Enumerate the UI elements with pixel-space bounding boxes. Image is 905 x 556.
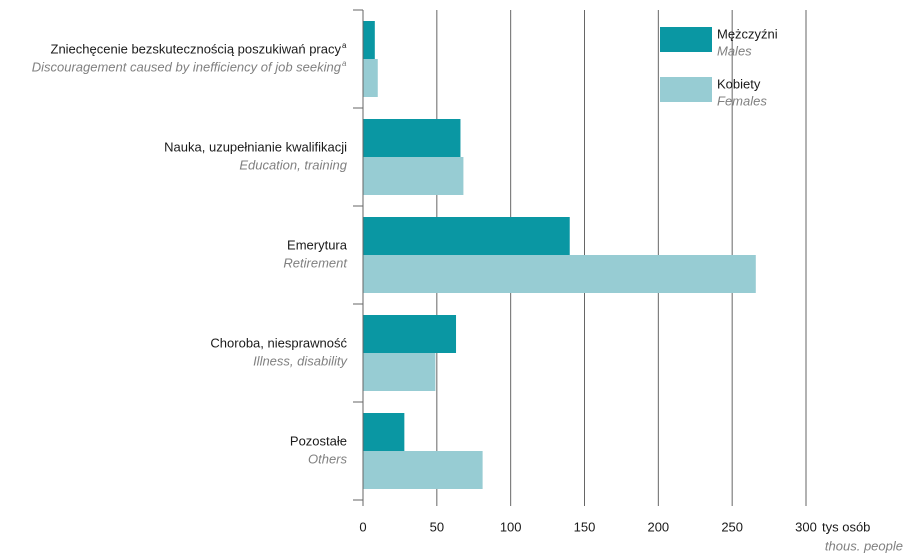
category-label-en: Education, training <box>239 157 347 172</box>
category-label-en: Discouragement caused by inefficiency of… <box>32 59 342 74</box>
bar <box>363 119 461 157</box>
x-tick-label: 150 <box>574 519 596 534</box>
legend-label: Kobiety <box>717 76 761 91</box>
category-label: Choroba, niesprawność <box>210 335 347 350</box>
bar <box>363 59 378 97</box>
bar <box>363 353 436 391</box>
bar <box>363 21 375 59</box>
x-tick-label: 250 <box>721 519 743 534</box>
legend-label-en: Females <box>717 93 767 108</box>
legend-label-en: Males <box>717 43 752 58</box>
x-tick-label: 200 <box>647 519 669 534</box>
category-label: Emerytura <box>287 237 348 252</box>
category-label: Nauka, uzupełnianie kwalifikacji <box>164 139 347 154</box>
x-tick-label: 0 <box>359 519 366 534</box>
x-axis-label-en: thous. people <box>825 538 903 553</box>
legend-label: Mężczyźni <box>717 26 778 41</box>
bar <box>363 315 457 353</box>
bar <box>363 413 405 451</box>
x-tick-label: 50 <box>430 519 444 534</box>
category-label: Zniechęcenie bezskutecznością poszukiwań… <box>51 41 342 56</box>
x-tick-label: 100 <box>500 519 522 534</box>
bar <box>363 451 483 489</box>
legend-swatch <box>660 77 712 102</box>
category-label-en: Retirement <box>283 255 348 270</box>
category-footnote: a <box>342 41 347 50</box>
bar <box>363 217 570 255</box>
category-label-en: Others <box>308 451 348 466</box>
bar <box>363 157 464 195</box>
legend-swatch <box>660 27 712 52</box>
category-label-en: Illness, disability <box>253 353 348 368</box>
x-tick-label: 300 <box>795 519 817 534</box>
x-axis-label: tys osób <box>822 519 870 534</box>
category-footnote-en: a <box>342 59 347 68</box>
bar <box>363 255 756 293</box>
category-label: Pozostałe <box>290 433 347 448</box>
